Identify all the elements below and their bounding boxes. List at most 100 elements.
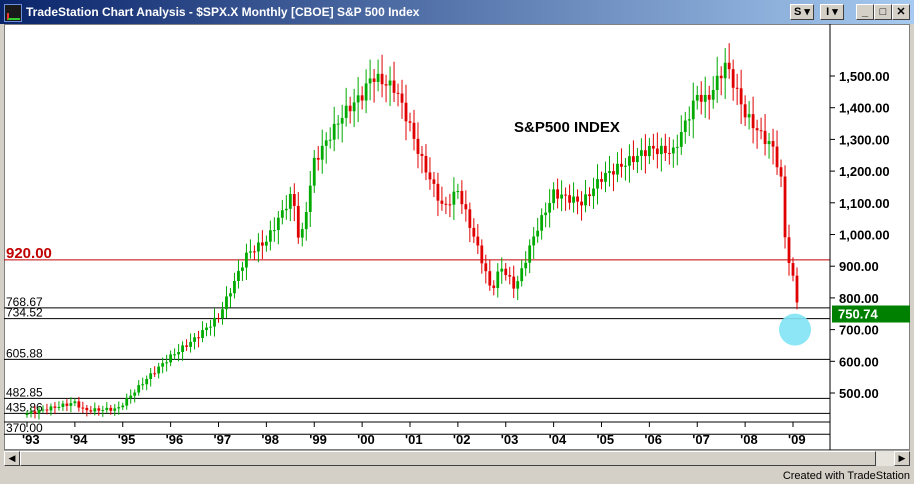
candle-body — [647, 145, 651, 157]
candle-body — [173, 354, 177, 356]
x-tick-label: '98 — [261, 432, 279, 447]
candle-body — [29, 411, 33, 414]
candle-body — [364, 83, 368, 101]
candle-body — [352, 102, 356, 112]
candle-body — [596, 179, 599, 189]
candle-body — [197, 337, 200, 339]
candle-body — [217, 317, 220, 319]
maximize-button[interactable]: □ — [874, 4, 892, 20]
candle-body — [332, 123, 336, 140]
candle-body — [687, 119, 691, 121]
candle-body — [560, 194, 564, 199]
candle-body — [751, 114, 755, 129]
candle-body — [272, 230, 276, 232]
horizontal-scrollbar[interactable]: ◀ ▶ — [4, 450, 910, 466]
y-tick-label: 1,400.00 — [839, 101, 890, 116]
candle-body — [308, 185, 312, 213]
info-menu-button[interactable]: I ▾ — [820, 4, 844, 20]
candle-body — [213, 317, 216, 327]
candle-body — [129, 395, 133, 399]
candle-body — [344, 105, 348, 118]
candle-body — [368, 78, 372, 84]
candle-body — [241, 267, 244, 271]
candle-body — [452, 191, 456, 205]
candle-body — [400, 93, 404, 103]
candle-body — [412, 122, 416, 139]
candle-body — [651, 145, 655, 149]
candle-body — [280, 210, 284, 218]
candle-body — [476, 236, 480, 246]
candle-body — [336, 123, 340, 125]
x-tick-label: '06 — [644, 432, 662, 447]
candle-body — [492, 285, 496, 289]
candle-body — [229, 293, 232, 297]
minimize-button[interactable]: _ — [856, 4, 874, 20]
close-button[interactable]: ✕ — [892, 4, 910, 20]
candle-body — [779, 167, 783, 177]
candle-body — [320, 145, 324, 160]
candle-body — [488, 271, 492, 286]
candle-body — [101, 410, 105, 412]
candle-body — [632, 156, 635, 163]
candle-body — [221, 309, 224, 319]
y-tick-label: 600.00 — [839, 354, 879, 369]
scroll-left-button[interactable]: ◀ — [4, 451, 20, 466]
candle-body — [516, 281, 520, 289]
candle-body — [189, 341, 192, 347]
candle-body — [65, 403, 69, 406]
candle-body — [636, 155, 639, 163]
tradestation-app-icon — [4, 4, 22, 22]
credit-text: Created with TradeStation — [782, 470, 910, 482]
candle-body — [532, 236, 536, 246]
candle-body — [300, 229, 304, 238]
reference-line-label: 482.85 — [6, 385, 43, 399]
candle-body — [512, 276, 516, 289]
y-tick-label: 800.00 — [839, 291, 879, 306]
candle-body — [791, 263, 795, 276]
scroll-right-button[interactable]: ▶ — [894, 451, 910, 466]
candle-body — [89, 410, 93, 412]
candle-body — [316, 157, 320, 160]
y-tick-label: 1,200.00 — [839, 164, 890, 179]
reference-line-label: 734.52 — [6, 306, 43, 320]
y-tick-label: 1,300.00 — [839, 132, 890, 147]
candle-body — [444, 203, 448, 205]
x-tick-label: '99 — [309, 432, 327, 447]
candle-body — [679, 132, 683, 147]
candle-body — [153, 373, 157, 375]
candle-body — [743, 104, 747, 118]
x-tick-label: '05 — [597, 432, 615, 447]
candle-body — [57, 406, 61, 408]
candle-body — [624, 165, 627, 167]
candle-body — [117, 407, 121, 409]
candle-body — [205, 327, 208, 331]
candle-body — [520, 268, 524, 282]
candle-body — [576, 196, 579, 202]
candle-body — [548, 203, 552, 213]
x-tick-label: '04 — [549, 432, 567, 447]
candle-body — [416, 138, 420, 154]
candle-body — [739, 88, 743, 105]
scroll-thumb[interactable] — [20, 451, 876, 466]
candle-body — [165, 362, 169, 364]
chart-area — [4, 24, 910, 450]
candle-body — [616, 163, 619, 175]
x-tick-label: '01 — [405, 432, 423, 447]
y-tick-label: 900.00 — [839, 259, 879, 274]
x-tick-label: '00 — [357, 432, 375, 447]
candle-body — [284, 208, 288, 211]
candle-body — [500, 268, 504, 272]
candle-body — [763, 130, 767, 145]
candle-body — [157, 366, 161, 374]
x-tick-label: '97 — [214, 432, 232, 447]
candle-body — [113, 408, 117, 411]
candle-body — [731, 69, 735, 88]
reference-line-label: 370.00 — [6, 421, 43, 435]
candle-body — [141, 384, 145, 386]
candle-body — [588, 194, 591, 197]
candle-body — [787, 237, 791, 264]
candle-body — [109, 407, 113, 411]
symbol-menu-button[interactable]: S ▾ — [790, 4, 814, 20]
candle-body — [181, 345, 184, 353]
